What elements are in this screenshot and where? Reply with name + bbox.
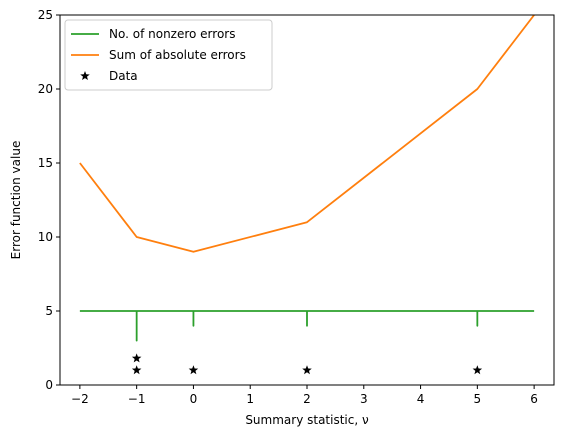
x-tick-label: 2 [303,392,311,406]
x-tick-label: 5 [474,392,482,406]
x-tick-label: 1 [246,392,254,406]
y-tick-label: 0 [45,378,53,392]
x-tick-label: 3 [360,392,368,406]
legend-label-nonzero: No. of nonzero errors [109,27,235,41]
x-tick-label: 6 [530,392,538,406]
y-tick-label: 5 [45,304,53,318]
data-point [302,365,312,375]
data-point [472,365,483,375]
x-axis-label: Summary statistic, ν [245,413,369,427]
series-line-absolute-errors [79,15,535,253]
y-tick-label: 10 [38,230,53,244]
data-point [131,365,142,375]
x-tick-label: 0 [190,392,198,406]
y-axis-label: Error function value [9,141,23,260]
legend: No. of nonzero errors Sum of absolute er… [64,19,273,91]
data-point [131,353,142,363]
x-tick-label: −1 [128,392,146,406]
y-tick-label: 20 [38,82,53,96]
y-tick-label: 15 [38,156,53,170]
legend-swatch-data [80,71,90,81]
legend-box [64,19,273,91]
x-tick-label: −2 [71,392,89,406]
y-tick-label: 25 [38,8,53,22]
data-point [188,365,199,375]
legend-label-absolute: Sum of absolute errors [109,48,246,62]
series-line-nonzero-errors [79,310,535,342]
x-tick-label: 4 [417,392,425,406]
legend-label-data: Data [109,69,138,83]
